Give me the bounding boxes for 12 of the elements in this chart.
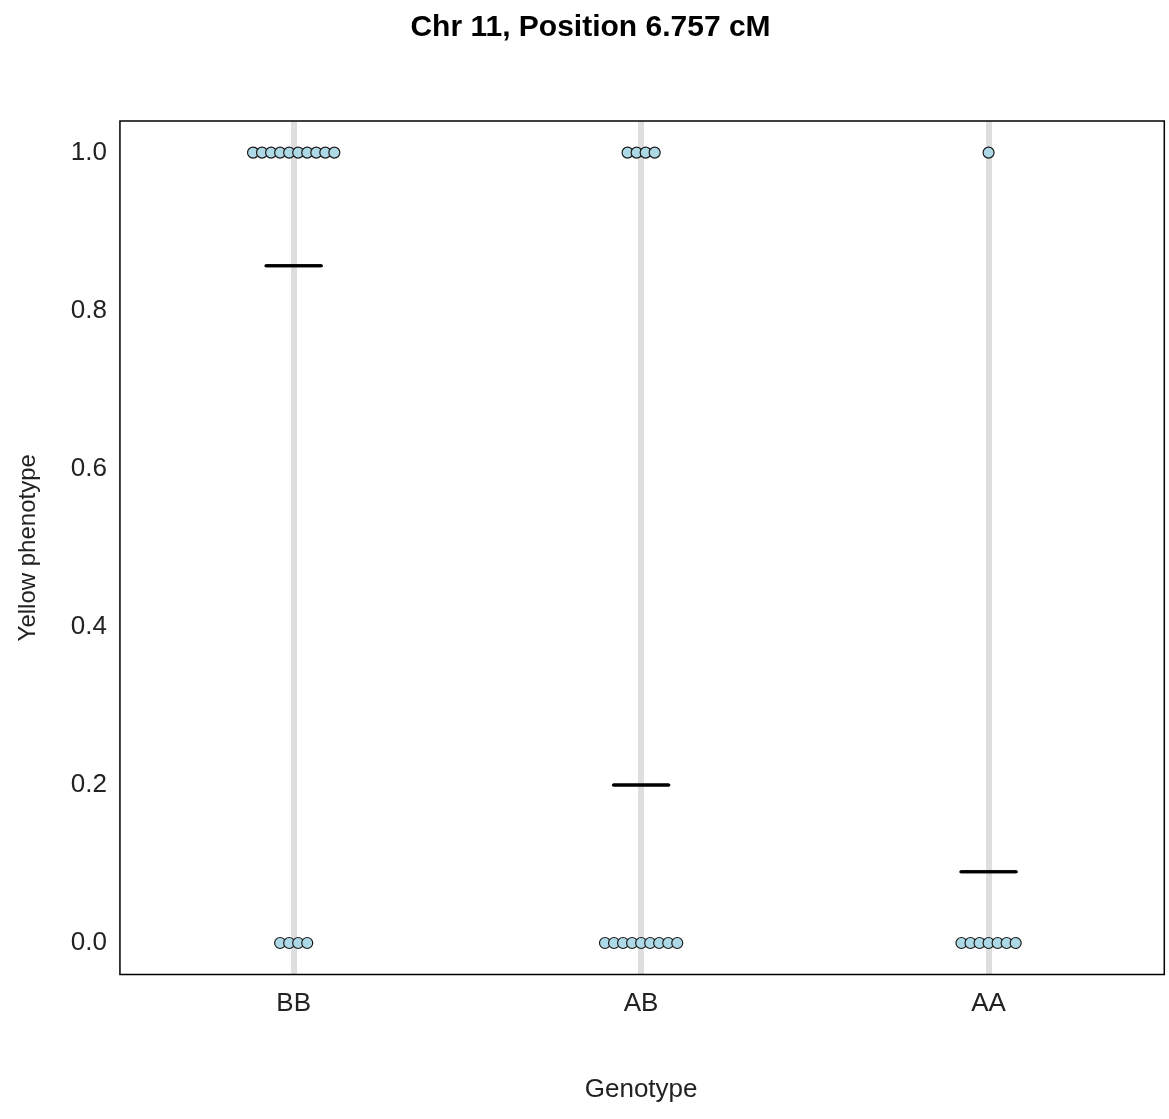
x-tick-label: AB (623, 987, 659, 1018)
y-axis-title: Yellow phenotype (13, 454, 41, 642)
chart-title: Chr 11, Position 6.757 cM (410, 9, 771, 43)
x-axis-title: Genotype (584, 1072, 698, 1103)
y-tick-label: 1.0 (70, 135, 107, 166)
y-tick-label: 0.6 (70, 451, 107, 482)
x-tick-label: BB (276, 987, 312, 1018)
y-tick-label: 0.0 (70, 926, 107, 957)
y-tick-label: 0.8 (70, 293, 107, 324)
y-tick-label: 0.4 (70, 610, 107, 641)
y-tick-label: 0.2 (70, 768, 107, 799)
x-tick-label: AA (971, 987, 1007, 1018)
